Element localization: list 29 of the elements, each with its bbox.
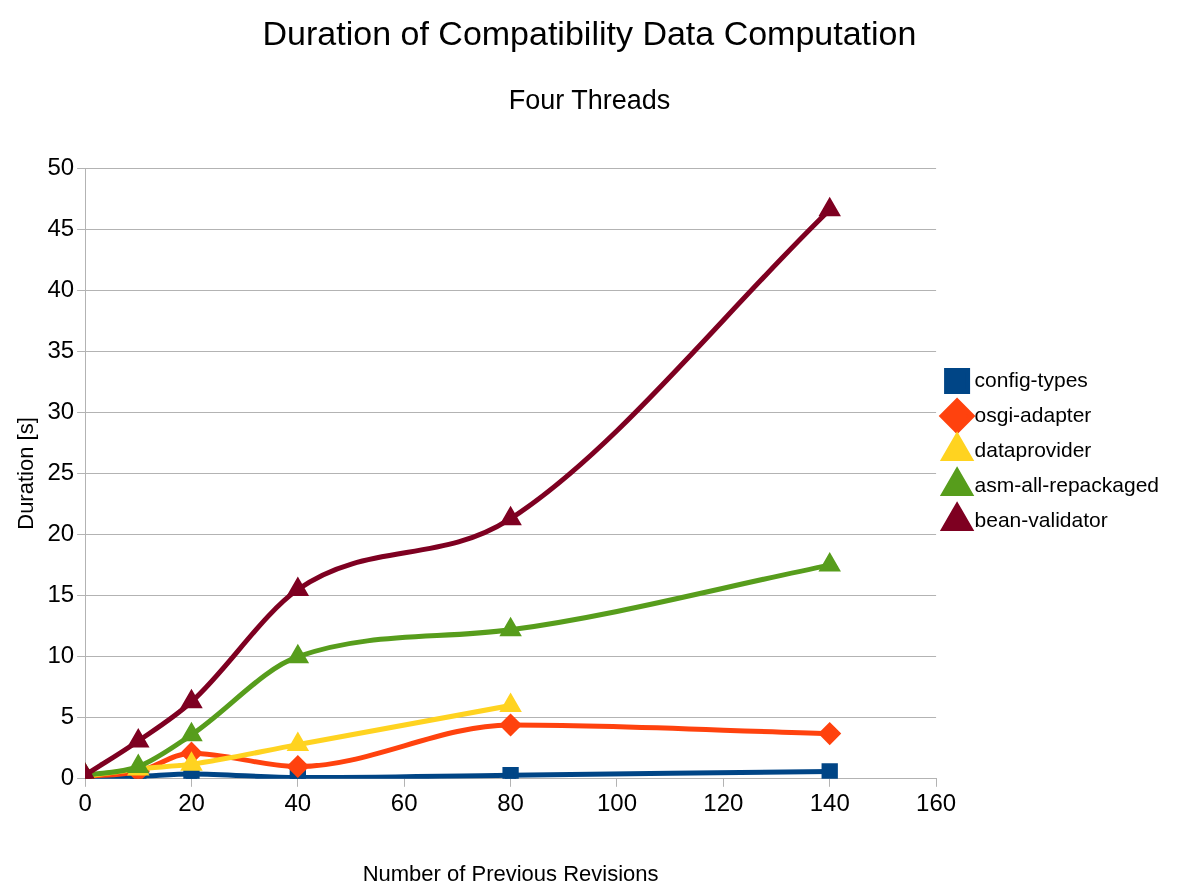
x-tick-label: 160 bbox=[916, 788, 957, 816]
y-tick-label: 10 bbox=[47, 641, 75, 669]
y-tick-label: 15 bbox=[47, 580, 75, 608]
y-tick-label: 45 bbox=[47, 213, 75, 241]
y-tick-label: 0 bbox=[60, 763, 75, 791]
y-tick-label: 25 bbox=[47, 458, 75, 486]
x-axis-title: Number of Previous Revisions bbox=[362, 860, 659, 886]
y-tick-label: 35 bbox=[47, 336, 75, 364]
y-axis-title: Duration [s] bbox=[13, 417, 39, 530]
chart-title: Duration of Compatibility Data Computation bbox=[262, 13, 917, 52]
x-tick-label: 120 bbox=[703, 788, 744, 816]
x-tick-label: 80 bbox=[497, 788, 524, 816]
y-tick-label: 50 bbox=[47, 152, 75, 180]
chart-subtitle: Four Threads bbox=[508, 85, 671, 116]
legend-label: asm-all-repackaged bbox=[974, 472, 1160, 496]
y-tick-label: 30 bbox=[47, 397, 75, 425]
y-tick-label: 20 bbox=[47, 519, 75, 547]
y-tick-label: 40 bbox=[47, 274, 75, 302]
legend-label: osgi-adapter bbox=[974, 402, 1092, 426]
legend-label: dataprovider bbox=[974, 437, 1092, 461]
x-tick-label: 40 bbox=[284, 788, 312, 816]
x-tick-label: 20 bbox=[178, 788, 205, 816]
legend-label: bean-validator bbox=[974, 507, 1108, 531]
x-tick-label: 100 bbox=[596, 788, 637, 816]
legend-label: config-types bbox=[974, 367, 1088, 391]
y-tick-label: 5 bbox=[60, 702, 75, 730]
x-tick-label: 60 bbox=[390, 788, 418, 816]
x-tick-label: 0 bbox=[78, 788, 92, 816]
x-tick-label: 140 bbox=[809, 788, 850, 816]
